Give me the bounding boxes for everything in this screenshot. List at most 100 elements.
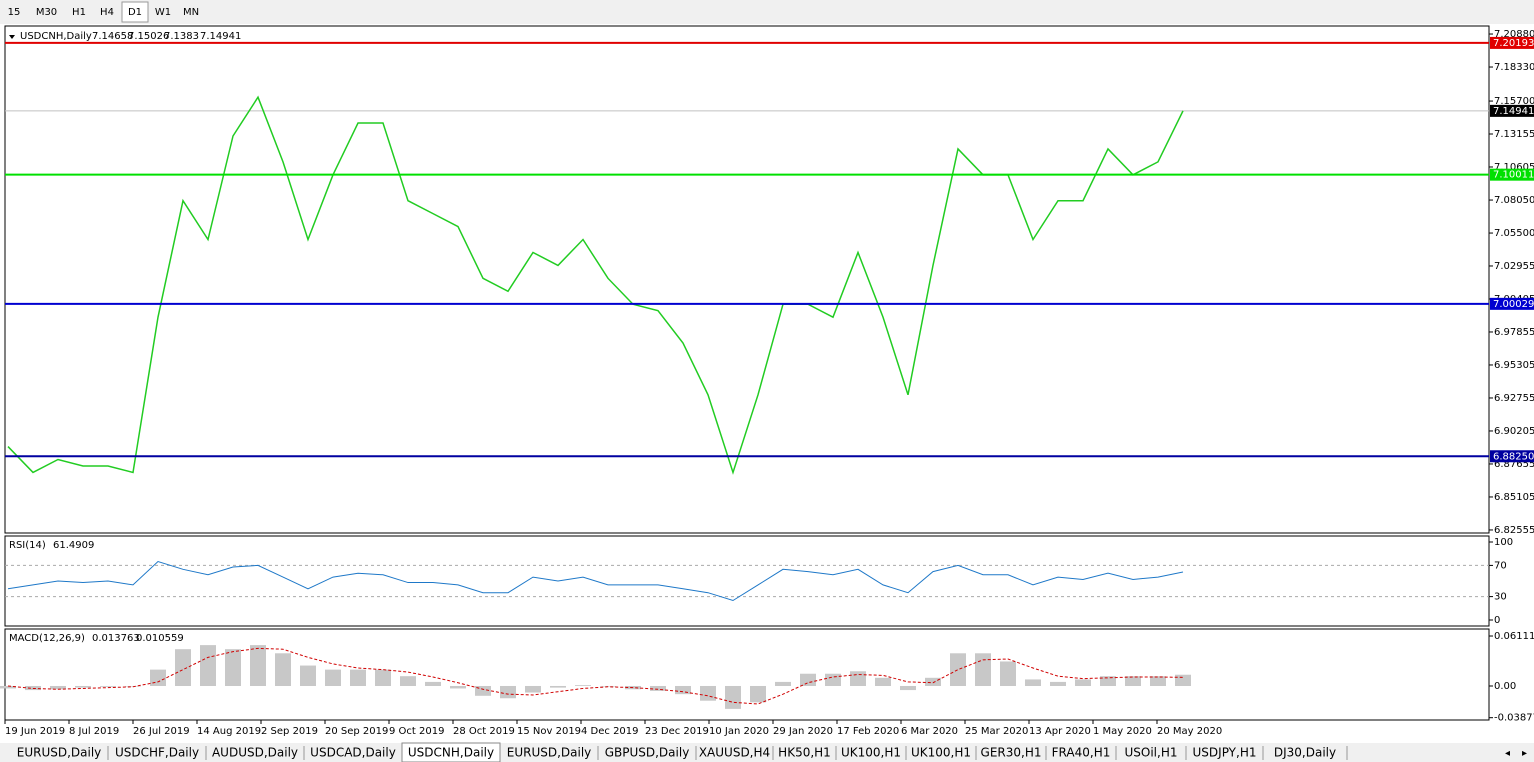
y-tick-label: 7.15700	[1494, 96, 1534, 107]
x-tick-label: 2 Sep 2019	[261, 726, 318, 737]
tab[interactable]: UK100,H1	[841, 746, 901, 760]
tab[interactable]: USDCNH,Daily	[408, 746, 494, 760]
y-tick-label: 7.02955	[1494, 261, 1534, 272]
macd-bar	[200, 645, 216, 686]
tab[interactable]: UK100,H1	[911, 746, 971, 760]
macd-bar	[775, 681, 791, 686]
tab[interactable]: DJ30,Daily	[1274, 746, 1336, 760]
x-tick-label: 28 Oct 2019	[453, 726, 515, 737]
macd-signal	[7, 647, 1184, 705]
macd-bar	[1075, 679, 1091, 686]
y-tick-label: 70	[1494, 560, 1507, 571]
y-tick-label: 7.08050	[1494, 195, 1534, 206]
macd-bar	[125, 685, 141, 687]
level-label: 7.10011	[1493, 170, 1534, 181]
y-tick-label: 7.18330	[1494, 62, 1534, 73]
tab-bar	[0, 743, 1534, 762]
level-tag	[1490, 36, 1534, 49]
macd-bar	[375, 669, 391, 686]
macd-bar	[275, 653, 291, 686]
rsi-panel	[4, 535, 1490, 627]
rsi-name: RSI(14)	[9, 540, 46, 551]
y-tick-label: 6.82555	[1494, 525, 1534, 536]
tab[interactable]: USDJPY,H1	[1193, 746, 1257, 760]
x-tick-label: 19 Jun 2019	[5, 726, 65, 737]
timeframe-active	[121, 1, 149, 23]
y-tick-label: 6.92755	[1494, 393, 1534, 404]
macd-bar	[325, 669, 341, 686]
macd-bar	[750, 685, 766, 703]
macd-bar	[925, 677, 941, 686]
y-tick-label: 0.00	[1494, 681, 1516, 692]
level-tag	[1490, 297, 1534, 310]
x-tick-label: 13 Apr 2020	[1029, 726, 1091, 737]
level-label: 7.20193	[1493, 38, 1534, 49]
low: 7.1383	[164, 31, 199, 42]
macd-bar	[950, 653, 966, 686]
x-tick-label: 14 Aug 2019	[197, 726, 261, 737]
y-tick-label: 100	[1494, 537, 1513, 548]
timeframe-button[interactable]: H4	[100, 7, 114, 18]
y-tick-label: 7.20880	[1494, 29, 1534, 40]
macd-bar	[475, 685, 491, 696]
level-label: 7.00029	[1493, 299, 1534, 310]
timeframe-button[interactable]: W1	[155, 7, 171, 18]
x-tick-label: 8 Jul 2019	[69, 726, 119, 737]
timeframe-button[interactable]: MN	[183, 7, 199, 18]
x-tick-label: 6 Mar 2020	[901, 726, 958, 737]
timeframe-button[interactable]: M30	[36, 7, 57, 18]
timeframe-button[interactable]: D1	[128, 7, 142, 18]
x-tick-label: 9 Oct 2019	[389, 726, 444, 737]
tab[interactable]: XAUUSD,H4	[699, 746, 770, 760]
tab[interactable]: USOil,H1	[1125, 746, 1178, 760]
level-label: 6.88250	[1493, 451, 1534, 462]
tab[interactable]: USDCAD,Daily	[310, 746, 396, 760]
y-tick-label: 7.10605	[1494, 162, 1534, 173]
macd-bar	[300, 665, 316, 686]
macd-bar	[850, 671, 866, 686]
tab-active	[401, 742, 501, 762]
y-tick-label: 6.97855	[1494, 327, 1534, 338]
header-arrow	[9, 35, 15, 39]
tab-scroll[interactable]: ◂	[1505, 748, 1510, 759]
macd-bar	[875, 677, 891, 686]
high: 7.15026	[128, 31, 169, 42]
x-tick-label: 29 Jan 2020	[773, 726, 833, 737]
macd-bar	[50, 685, 66, 690]
rsi-last: 61.4909	[53, 540, 94, 551]
tab[interactable]: AUDUSD,Daily	[212, 746, 298, 760]
macd-signal-last: 0.010559	[136, 633, 184, 644]
x-tick-label: 10 Jan 2020	[709, 726, 769, 737]
tab[interactable]: USDCHF,Daily	[115, 746, 199, 760]
macd-bar	[575, 685, 591, 686]
tab[interactable]: EURUSD,Daily	[17, 746, 102, 760]
macd-bar	[175, 649, 191, 686]
macd-bar	[425, 681, 441, 686]
tab[interactable]: FRA40,H1	[1052, 746, 1111, 760]
macd-bar	[700, 685, 716, 701]
macd-bar	[600, 685, 616, 687]
x-tick-label: 4 Dec 2019	[581, 726, 639, 737]
rsi-line	[7, 560, 1184, 602]
timeframe-button[interactable]: H1	[72, 7, 86, 18]
macd-bar	[1175, 674, 1191, 686]
macd-bar	[675, 685, 691, 695]
macd-main-last: 0.013763	[92, 633, 140, 644]
tab[interactable]: GBPUSD,Daily	[605, 746, 690, 760]
timeframe-button[interactable]: 15	[8, 7, 21, 18]
tab[interactable]: GER30,H1	[981, 746, 1042, 760]
y-tick-label: 6.95305	[1494, 360, 1534, 371]
tab-scroll[interactable]: ▸	[1522, 748, 1527, 759]
macd-bar	[550, 685, 566, 688]
y-tick-label: 30	[1494, 592, 1507, 603]
tab[interactable]: HK50,H1	[778, 746, 831, 760]
y-tick-label: 0.061119	[1494, 631, 1534, 642]
macd-bar	[450, 685, 466, 689]
macd-bar	[825, 673, 841, 686]
macd-bar	[1150, 676, 1166, 686]
macd-bar	[525, 685, 541, 693]
macd-bar	[900, 685, 916, 691]
tab[interactable]: EURUSD,Daily	[507, 746, 592, 760]
x-tick-label: 23 Dec 2019	[645, 726, 709, 737]
